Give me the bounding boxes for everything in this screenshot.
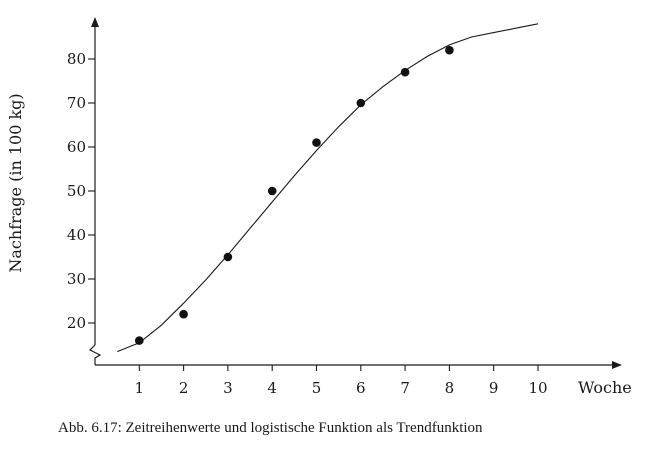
- x-tick-label: 9: [489, 379, 499, 397]
- x-axis-label: Woche: [578, 378, 632, 397]
- y-tick-label: 50: [67, 182, 86, 200]
- data-point: [445, 45, 454, 55]
- data-point: [356, 98, 366, 108]
- trend-line: [116, 23, 539, 353]
- x-tick-label: 5: [312, 379, 322, 397]
- x-tick-label: 3: [223, 379, 233, 397]
- ticks: 1 2 3 4 5 6 7 8 9 10 20 30 40 50 60 70 80: [67, 50, 548, 397]
- data-point: [312, 138, 321, 147]
- y-tick-label: 40: [67, 226, 86, 244]
- data-point: [223, 252, 233, 262]
- x-tick-label: 7: [400, 379, 410, 397]
- axis-labels: Woche Nachfrage (in 100 kg): [6, 93, 632, 397]
- y-tick-label: 60: [67, 138, 86, 156]
- x-tick-label: 6: [356, 379, 366, 397]
- data-point: [179, 309, 188, 319]
- x-tick-label: 4: [267, 379, 277, 397]
- axes: [88, 17, 622, 369]
- x-tick-label: 2: [179, 379, 189, 397]
- y-tick-label: 80: [67, 50, 86, 68]
- y-tick-label: 30: [67, 270, 86, 288]
- x-axis-arrow: [612, 361, 622, 369]
- y-tick-label: 70: [67, 94, 86, 112]
- y-axis-arrow: [91, 17, 99, 27]
- marks: [116, 23, 539, 353]
- x-tick-label: 1: [135, 379, 145, 397]
- data-point: [135, 336, 144, 345]
- y-tick-label: 20: [67, 314, 86, 332]
- data-point: [400, 67, 410, 77]
- data-point: [267, 186, 277, 196]
- y-axis-break: [88, 344, 102, 365]
- x-tick-label: 8: [445, 379, 455, 397]
- figure-caption: Abb. 6.17: Zeitreihenwerte und logistisc…: [58, 420, 483, 436]
- y-axis-label: Nachfrage (in 100 kg): [6, 93, 25, 272]
- x-tick-label: 10: [528, 379, 547, 397]
